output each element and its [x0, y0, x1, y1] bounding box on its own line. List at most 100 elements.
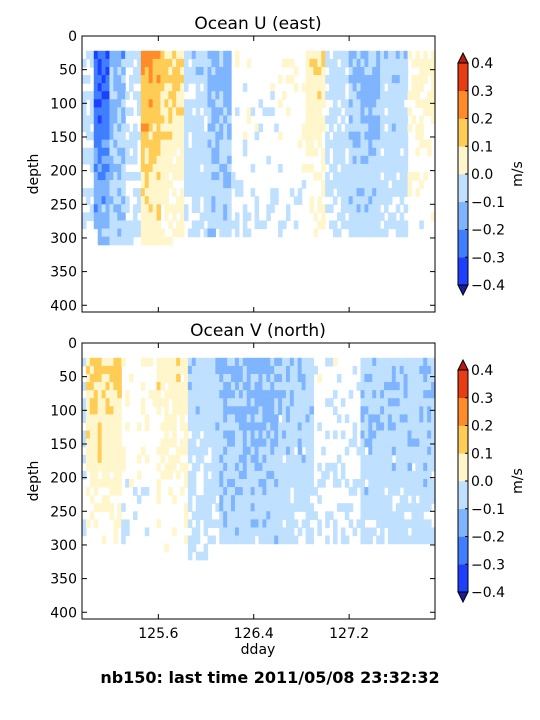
heatmap-cell — [282, 462, 287, 472]
heatmap-cell — [85, 91, 91, 100]
heatmap-cell — [199, 75, 205, 84]
colorbar-tick-label: 0.3 — [471, 391, 493, 407]
heatmap-cell — [297, 414, 303, 424]
heatmap-cell — [234, 406, 240, 415]
heatmap-cell — [109, 220, 114, 230]
heatmap-cell — [360, 357, 365, 367]
heatmap-cell — [289, 519, 295, 529]
heatmap-cell — [321, 115, 326, 125]
heatmap-cell — [427, 535, 432, 545]
heatmap-cell — [113, 462, 118, 472]
heatmap-cell — [411, 430, 416, 440]
heatmap-cell — [372, 511, 377, 520]
heatmap-cell — [164, 390, 169, 399]
heatmap-cell — [89, 357, 95, 367]
heatmap-cell — [407, 357, 413, 367]
heatmap-cell — [399, 155, 405, 165]
heatmap-cell — [360, 228, 365, 238]
heatmap-cell — [403, 478, 409, 488]
heatmap-cell — [199, 357, 205, 367]
heatmap-cell — [140, 66, 146, 76]
heatmap-cell — [180, 131, 185, 141]
heatmap-cell — [399, 228, 405, 238]
heatmap-cell — [423, 422, 428, 432]
heatmap-cell — [407, 487, 413, 496]
heatmap-cell — [254, 196, 260, 205]
heatmap-cell — [344, 171, 350, 181]
heatmap-cell — [191, 204, 197, 213]
heatmap-cell — [321, 75, 326, 84]
heatmap-cell — [254, 373, 260, 383]
heatmap-cell — [333, 390, 338, 399]
heatmap-cell — [282, 422, 287, 432]
heatmap-cell — [419, 519, 424, 529]
heatmap-cell — [195, 99, 201, 108]
heatmap-cell — [395, 390, 401, 399]
heatmap-cell — [211, 131, 216, 141]
colorbar-segment — [458, 90, 468, 119]
heatmap-cell — [352, 180, 358, 189]
heatmap-cell — [266, 535, 271, 545]
heatmap-cell — [227, 75, 232, 84]
heatmap-cell — [399, 454, 405, 464]
heatmap-cell — [274, 357, 279, 367]
heatmap-cell — [164, 373, 169, 383]
heatmap-cell — [344, 99, 350, 108]
heatmap-cell — [89, 147, 95, 157]
heatmap-cell — [360, 50, 365, 60]
heatmap-cell — [415, 50, 420, 60]
heatmap-cell — [376, 438, 381, 448]
heatmap-cell — [101, 58, 107, 68]
heatmap-cell — [97, 422, 103, 432]
heatmap-cell — [238, 422, 244, 432]
heatmap-cell — [168, 365, 173, 375]
heatmap-cell — [238, 406, 244, 415]
heatmap-cell — [258, 99, 264, 108]
heatmap-cell — [117, 139, 122, 149]
heatmap-cell — [164, 357, 169, 367]
heatmap-cell — [407, 107, 413, 117]
heatmap-cell — [427, 430, 432, 440]
heatmap-cell — [403, 220, 409, 230]
heatmap-cell — [376, 495, 381, 504]
heatmap-cell — [109, 83, 114, 92]
heatmap-cell — [258, 414, 264, 424]
heatmap-cell — [317, 66, 322, 76]
colorbar-segment — [458, 257, 468, 286]
heatmap-cell — [234, 220, 240, 230]
heatmap-cell — [125, 123, 130, 133]
heatmap-cell — [105, 139, 111, 149]
heatmap-cell — [380, 470, 385, 480]
heatmap-cell — [278, 390, 283, 399]
heatmap-cell — [105, 414, 111, 424]
heatmap-cell — [336, 155, 342, 165]
heatmap-cell — [329, 58, 334, 68]
heatmap-cell — [113, 107, 118, 117]
heatmap-cell — [121, 535, 126, 545]
heatmap-cell — [211, 115, 216, 125]
heatmap-cell — [148, 58, 154, 68]
heatmap-cell — [227, 365, 232, 375]
heatmap-cell — [191, 220, 197, 230]
heatmap-cell — [360, 180, 365, 189]
heatmap-cell — [380, 373, 385, 383]
heatmap-cell — [89, 204, 95, 213]
heatmap-cell — [207, 414, 213, 424]
heatmap-cell — [97, 155, 103, 165]
heatmap-cell — [168, 66, 173, 76]
heatmap-cell — [93, 163, 99, 173]
heatmap-cell — [364, 147, 369, 157]
heatmap-cell — [187, 373, 193, 383]
heatmap-cell — [199, 66, 205, 76]
heatmap-cell — [399, 365, 405, 375]
heatmap-cell — [211, 422, 216, 432]
heatmap-cell — [403, 123, 409, 133]
heatmap-cell — [313, 75, 318, 84]
heatmap-cell — [372, 470, 377, 480]
heatmap-cell — [246, 503, 252, 512]
heatmap-cell — [376, 50, 381, 60]
heatmap-cell — [289, 438, 295, 448]
heatmap-cell — [364, 406, 369, 415]
heatmap-cell — [254, 131, 260, 141]
heatmap-cell — [93, 422, 99, 432]
